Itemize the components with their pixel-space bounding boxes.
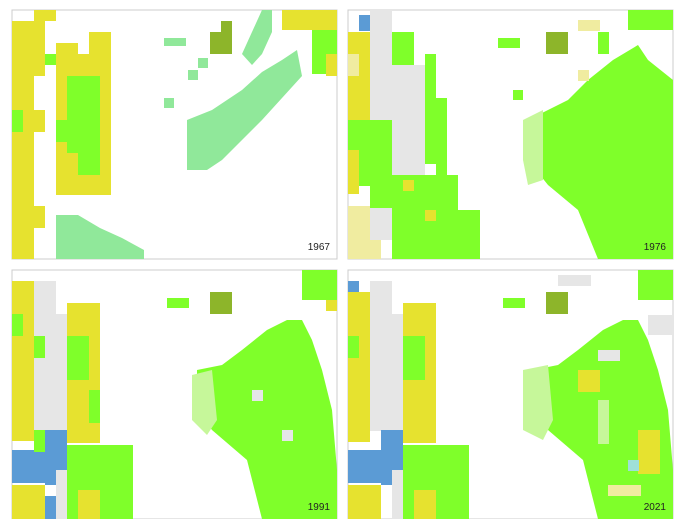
map-panel: 1976 [347, 9, 674, 260]
map-panel: 1991 [11, 269, 338, 519]
year-label: 1967 [308, 242, 331, 253]
year-label: 2021 [644, 502, 667, 513]
map-panel: 1967 [11, 9, 338, 260]
year-label: 1991 [308, 502, 331, 513]
year-label: 1976 [644, 242, 667, 253]
map-panel: 2021 [347, 269, 674, 519]
